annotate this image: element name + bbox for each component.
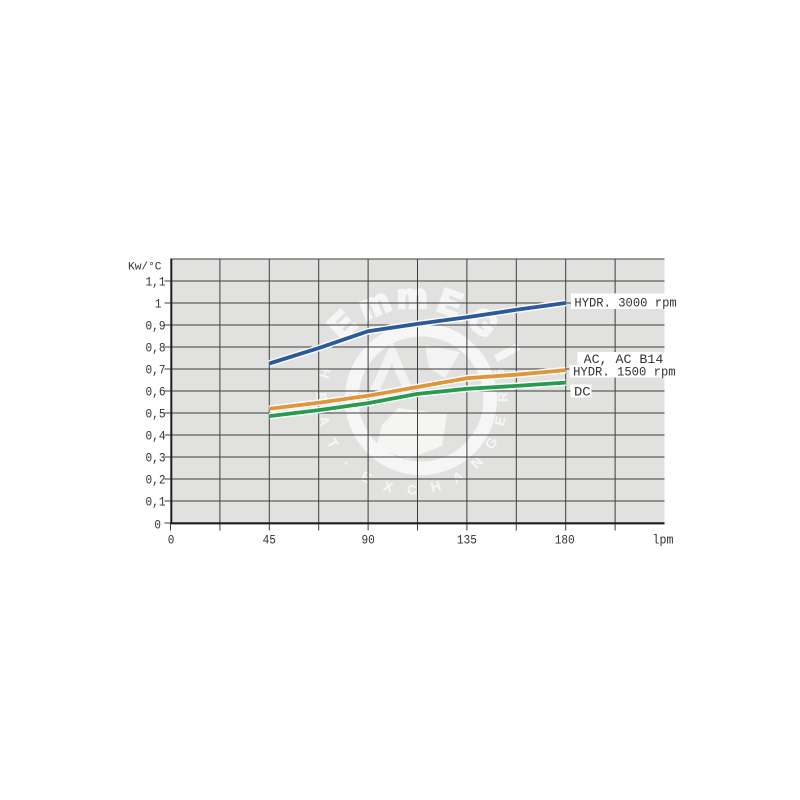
svg-text:90: 90: [361, 533, 374, 548]
svg-text:E: E: [491, 414, 509, 427]
svg-text:A: A: [315, 414, 333, 428]
svg-text:m: m: [397, 278, 428, 317]
svg-text:1: 1: [155, 297, 162, 312]
svg-text:R: R: [494, 392, 510, 402]
svg-text:0,6: 0,6: [146, 385, 166, 400]
svg-text:H: H: [429, 477, 443, 495]
svg-text:E: E: [313, 392, 329, 402]
svg-text:0: 0: [154, 518, 161, 533]
svg-text:0,3: 0,3: [146, 451, 166, 466]
svg-text:C: C: [407, 482, 417, 498]
svg-text:1,1: 1,1: [146, 275, 166, 290]
svg-text:0,2: 0,2: [146, 473, 166, 488]
svg-text:180: 180: [555, 533, 575, 548]
svg-text:0,9: 0,9: [146, 319, 166, 334]
svg-text:HYDR. 1500 rpm: HYDR. 1500 rpm: [573, 365, 676, 379]
svg-text:0,4: 0,4: [146, 429, 166, 444]
svg-text:DC: DC: [574, 385, 591, 399]
svg-text:0,5: 0,5: [146, 407, 166, 422]
svg-text:HYDR. 3000 rpm: HYDR. 3000 rpm: [574, 297, 676, 311]
svg-text:0,8: 0,8: [146, 341, 166, 356]
svg-text:135: 135: [457, 533, 477, 548]
svg-text:45: 45: [263, 533, 276, 548]
svg-text:H: H: [316, 366, 334, 380]
svg-text:Kw/°C: Kw/°C: [128, 262, 162, 274]
svg-text:AC, AC B14: AC, AC B14: [584, 353, 664, 367]
svg-text:0,7: 0,7: [146, 363, 166, 378]
svg-text:lpm: lpm: [653, 533, 674, 548]
svg-text:0,1: 0,1: [146, 495, 166, 510]
svg-text:0: 0: [168, 533, 175, 548]
